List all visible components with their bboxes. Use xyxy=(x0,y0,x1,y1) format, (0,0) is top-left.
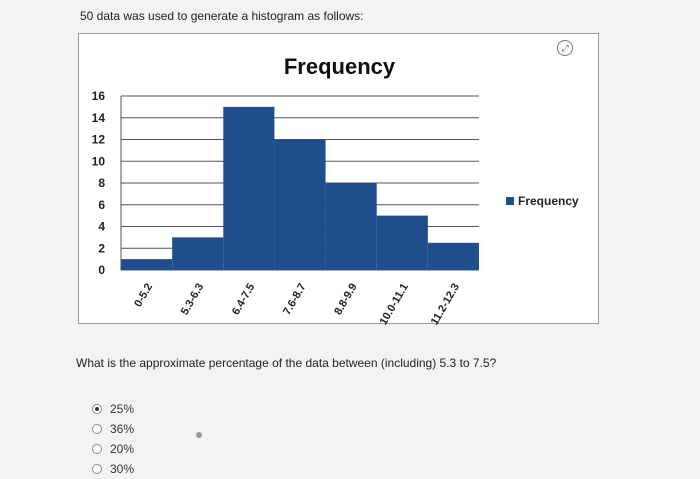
histogram-bar xyxy=(172,237,224,270)
answer-options: 25% 36% 20% 30% xyxy=(92,399,134,479)
radio-option-2[interactable] xyxy=(92,424,102,434)
radio-option-3[interactable] xyxy=(92,444,102,454)
y-tick-label: 10 xyxy=(92,154,106,168)
x-tick-label: 5.3-6.3 xyxy=(179,282,207,318)
x-tick-label: 8.8-9.9 xyxy=(332,282,360,318)
radio-option-1[interactable] xyxy=(92,404,102,414)
y-tick-label: 0 xyxy=(98,263,105,277)
chart-plot: 0 2 4 6 8 10 12 14 16 0-5.2 5.3-6.3 6.4-7.5 7.6-8.7 8… xyxy=(92,89,479,326)
x-tick-label: 11.2-12.3 xyxy=(429,282,462,326)
question-text: What is the approximate percentage of th… xyxy=(76,356,497,370)
chart-legend: Frequency xyxy=(506,194,579,208)
cursor-dot xyxy=(196,432,202,438)
y-tick-label: 8 xyxy=(98,176,105,190)
histogram-bar xyxy=(223,106,275,270)
option-2-label: 36% xyxy=(110,422,135,436)
histogram-bar xyxy=(427,242,479,270)
option-2[interactable]: 36% xyxy=(92,419,134,439)
histogram-chart: Frequency ⤢ 0 2 4 6 8 10 12 14 16 0-5.2 5.3-6.3 6.4… xyxy=(78,33,599,326)
option-4[interactable]: 30% xyxy=(92,459,134,479)
y-tick-label: 4 xyxy=(98,220,105,234)
expand-icon[interactable]: ⤢ xyxy=(557,40,573,56)
histogram-bar xyxy=(376,215,428,270)
option-3[interactable]: 20% xyxy=(92,439,134,459)
y-tick-label: 14 xyxy=(92,111,106,125)
histogram-bar xyxy=(325,183,377,270)
legend-label: Frequency xyxy=(518,194,579,208)
legend-swatch xyxy=(506,197,514,205)
histogram-bar xyxy=(274,139,326,270)
option-4-label: 30% xyxy=(110,462,135,476)
option-3-label: 20% xyxy=(110,442,135,456)
option-1-label: 25% xyxy=(110,402,135,416)
y-tick-label: 2 xyxy=(98,241,105,255)
y-tick-label: 16 xyxy=(92,89,106,103)
chart-title: Frequency xyxy=(283,54,396,79)
y-tick-label: 6 xyxy=(98,198,105,212)
x-tick-label: 7.6-8.7 xyxy=(281,282,309,318)
histogram-bar xyxy=(121,259,173,270)
intro-text: 50 data was used to generate a histogram… xyxy=(80,9,364,23)
radio-option-4[interactable] xyxy=(92,464,102,474)
x-tick-label: 10.0-11.1 xyxy=(378,282,411,326)
option-1[interactable]: 25% xyxy=(92,399,134,419)
x-tick-label: 6.4-7.5 xyxy=(230,282,258,318)
y-tick-label: 12 xyxy=(92,133,106,147)
x-tick-label: 0-5.2 xyxy=(132,282,155,310)
